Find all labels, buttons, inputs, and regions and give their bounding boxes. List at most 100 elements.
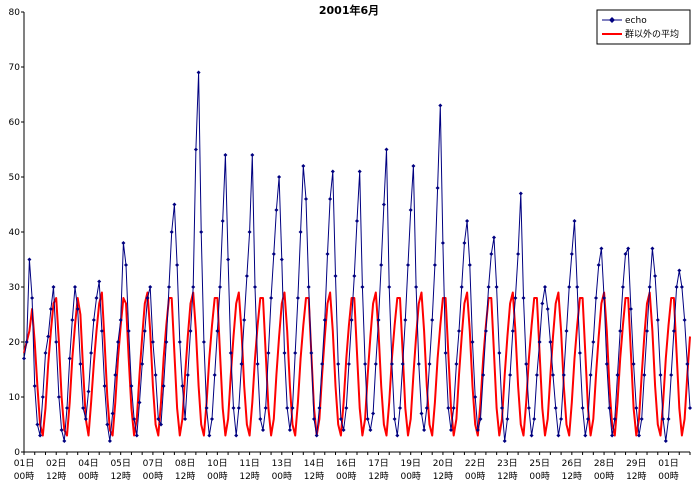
echo-point (255, 362, 260, 366)
echo-point (376, 318, 381, 322)
x-tick-hour: 12時 (239, 471, 259, 482)
echo-point (312, 417, 316, 421)
echo-point (124, 263, 128, 267)
x-tick-hour: 00時 (143, 471, 163, 482)
x-tick-day: 05日 (110, 458, 130, 469)
x-tick-hour: 00時 (272, 471, 292, 482)
echo-point (73, 285, 77, 289)
echo-point (473, 395, 478, 399)
x-tick-hour: 00時 (658, 471, 678, 482)
echo-point (142, 329, 147, 333)
echo-point (32, 384, 37, 388)
echo-point (620, 285, 625, 289)
echo-point (623, 252, 628, 256)
echo-point (537, 340, 542, 344)
echo-point (48, 307, 53, 311)
echo-point (293, 351, 298, 355)
echo-point (344, 406, 349, 410)
echo-point (371, 411, 376, 416)
echo-point (500, 406, 504, 410)
echo-point (266, 351, 271, 355)
x-tick-hour: 12時 (626, 471, 646, 482)
echo-point (661, 417, 666, 421)
echo-point (505, 417, 510, 421)
echo-point (575, 285, 580, 289)
x-tick-day: 04日 (78, 458, 98, 469)
echo-point (306, 285, 311, 289)
echo-point (483, 329, 488, 333)
echo-point (411, 164, 416, 168)
echo-point (132, 417, 137, 421)
echo-point (384, 147, 389, 152)
echo-point (602, 296, 607, 300)
x-tick-day: 01日 (658, 458, 678, 469)
echo-point (392, 417, 397, 421)
echo-point (24, 340, 29, 344)
echo-point (62, 439, 67, 443)
echo-point (199, 230, 204, 234)
echo-point (352, 274, 357, 278)
echo-point (663, 439, 668, 443)
echo-point (470, 340, 475, 344)
echo-point (363, 362, 368, 366)
echo-point (183, 417, 188, 421)
x-tick-hour: 00時 (465, 471, 485, 482)
x-tick-hour: 00時 (400, 471, 420, 482)
echo-point (290, 406, 295, 410)
echo-point (333, 274, 338, 278)
echo-point (258, 417, 263, 421)
echo-point (540, 301, 545, 306)
echo-point (513, 296, 518, 300)
x-tick-hour: 12時 (497, 471, 517, 482)
echo-point (298, 230, 303, 234)
series-average (23, 291, 691, 437)
echo-point (580, 406, 585, 410)
echo-point (572, 219, 577, 223)
echo-point (83, 417, 88, 421)
y-tick-label: 40 (9, 228, 21, 238)
echo-point (177, 340, 182, 344)
echo-point (422, 428, 427, 432)
echo-point (510, 329, 515, 333)
echo-point (669, 373, 674, 377)
x-tick-day: 14日 (304, 458, 324, 469)
echo-point (285, 406, 290, 410)
echo-point (459, 285, 464, 289)
echo-point (379, 263, 384, 267)
echo-point (325, 252, 330, 256)
echo-point (121, 241, 126, 245)
echo-point (250, 153, 255, 157)
echo-point (236, 406, 241, 410)
echo-point (145, 296, 150, 300)
echo-point (642, 373, 647, 377)
x-tick-day: 08日 (175, 458, 195, 469)
echo-point (355, 219, 359, 223)
echo-point (457, 329, 461, 333)
echo-point (451, 406, 456, 410)
echo-point (671, 329, 676, 333)
echo-point (43, 351, 48, 355)
echo-point (502, 439, 507, 443)
x-tick-hour: 12時 (175, 471, 195, 482)
echo-point (185, 373, 190, 377)
echo-point (234, 433, 239, 438)
echo-point (81, 406, 86, 410)
echo-point (309, 351, 314, 355)
echo-point (674, 285, 679, 289)
echo-point (682, 318, 687, 322)
echo-point (430, 318, 435, 322)
average-line (23, 291, 691, 437)
echo-point (150, 340, 155, 344)
echo-point (475, 428, 480, 432)
y-tick-label: 70 (9, 63, 21, 73)
echo-point (75, 307, 80, 311)
echo-point (618, 329, 623, 333)
echo-point (688, 406, 692, 410)
echo-point (639, 417, 644, 421)
echo-point (59, 428, 64, 432)
x-tick-hour: 00時 (594, 471, 614, 482)
legend-echo-label: echo (625, 16, 647, 26)
echo-point (567, 285, 572, 289)
echo-point (271, 252, 276, 256)
echo-point (263, 406, 268, 410)
